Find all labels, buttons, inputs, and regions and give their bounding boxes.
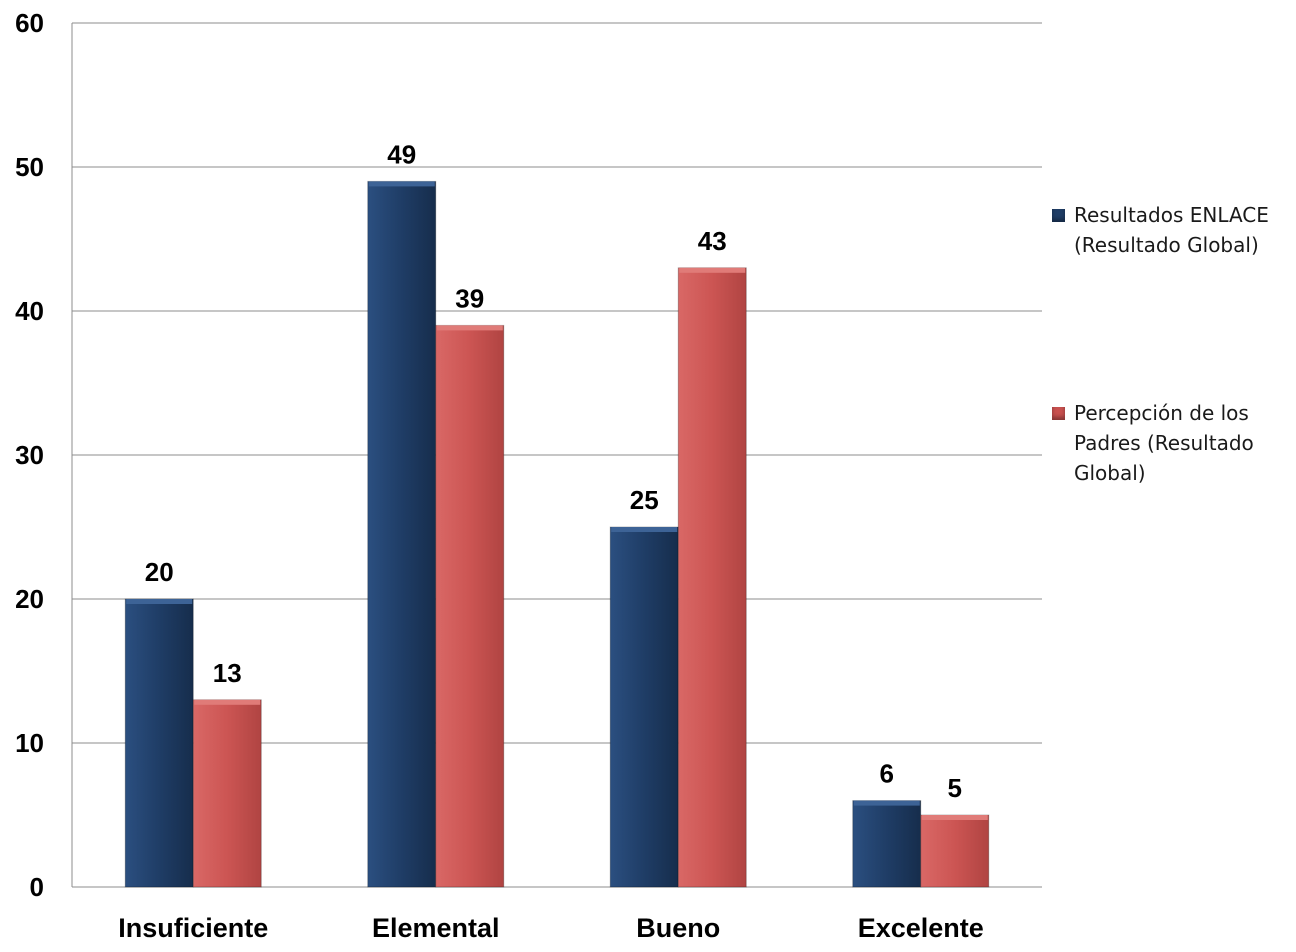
bar-enlace: [367, 180, 437, 888]
bar-enlace: [124, 598, 194, 888]
y-tick-label: 40: [15, 296, 44, 326]
legend-item-padres: Percepción de los Padres (Resultado Glob…: [1052, 398, 1292, 488]
legend-swatch-padres: [1052, 407, 1065, 420]
legend-swatch-enlace: [1052, 209, 1065, 222]
bar-padres: [192, 699, 262, 888]
bar-padres: [435, 324, 505, 888]
bar-cap-padres: [679, 267, 746, 273]
y-tick-label: 20: [15, 584, 44, 614]
y-tick-label: 0: [30, 872, 44, 902]
bar-cap-enlace: [853, 800, 920, 806]
data-label-padres: 39: [455, 283, 484, 313]
legend-item-enlace: Resultados ENLACE (Resultado Global): [1052, 200, 1292, 260]
legend-label-padres: Percepción de los Padres (Resultado Glob…: [1074, 401, 1254, 485]
bar-cap-enlace: [611, 527, 678, 532]
x-category-label: Insuficiente: [118, 913, 268, 943]
data-label-enlace: 49: [387, 139, 416, 169]
bar-enlace: [609, 526, 679, 888]
y-tick-label: 50: [15, 152, 44, 182]
bar-cap-enlace: [126, 599, 193, 604]
bar-cap-enlace: [368, 181, 435, 187]
labels: 0 10 20 30 40 50 60 20 13 Insuficiente 49 39 Element…: [15, 8, 984, 943]
legend: Resultados ENLACE (Resultado Global) Per…: [1052, 200, 1292, 488]
bar-enlace: [852, 800, 922, 888]
data-label-enlace: 20: [145, 557, 174, 587]
y-tick-label: 30: [15, 440, 44, 470]
x-category-label: Elemental: [372, 913, 500, 943]
bar-cap-padres: [194, 699, 261, 705]
data-label-padres: 43: [698, 226, 727, 256]
data-label-enlace: 6: [880, 759, 894, 789]
bar-cap-padres: [921, 815, 988, 820]
y-tick-label: 10: [15, 728, 44, 758]
legend-label-enlace: Resultados ENLACE (Resultado Global): [1074, 203, 1269, 257]
data-label-enlace: 25: [630, 485, 659, 515]
bars: [124, 180, 990, 888]
gridlines: [72, 22, 1042, 744]
y-tick-label: 60: [15, 8, 44, 38]
bar-padres: [677, 267, 747, 888]
data-label-padres: 5: [948, 773, 962, 803]
x-category-label: Excelente: [858, 913, 984, 943]
x-category-label: Bueno: [636, 913, 720, 943]
data-label-padres: 13: [213, 658, 242, 688]
bar-cap-padres: [436, 325, 503, 331]
bar-padres: [920, 814, 990, 888]
